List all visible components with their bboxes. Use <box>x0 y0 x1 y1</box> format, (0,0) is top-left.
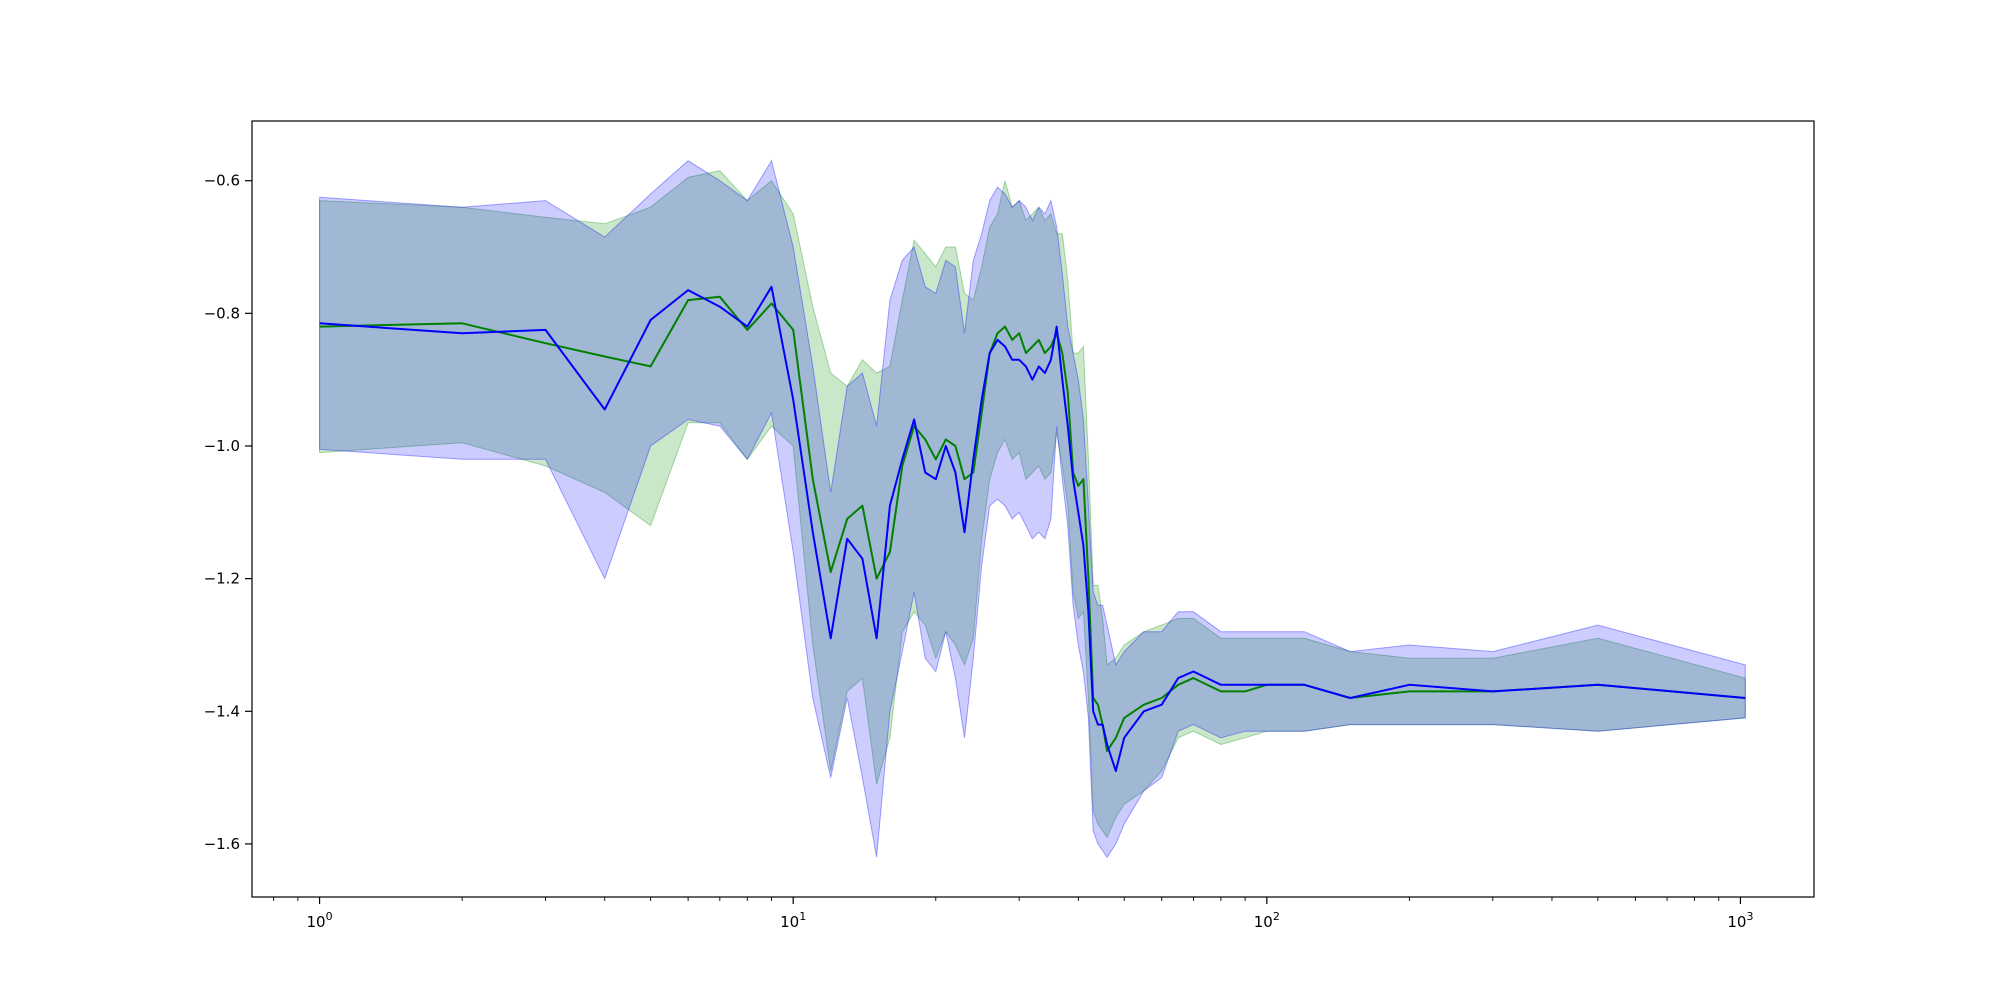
series-2-band <box>319 159 1746 859</box>
series-layer <box>319 159 1746 859</box>
x-tick-label: 101 <box>780 910 806 931</box>
y-tick-label: −1.4 <box>204 702 240 720</box>
y-tick-label: −0.6 <box>204 172 240 190</box>
x-tick-label: 100 <box>307 910 333 931</box>
x-axis: 100 101 102 103 <box>273 897 1753 931</box>
y-tick-label: −1.6 <box>204 835 240 853</box>
y-tick-label: −1.0 <box>204 437 240 455</box>
y-tick-label: −0.8 <box>204 304 240 322</box>
y-tick-label: −1.2 <box>204 570 240 588</box>
x-tick-label: 103 <box>1727 910 1753 931</box>
series-1-band <box>319 170 1746 839</box>
series-1-line <box>319 295 1746 753</box>
series-2-line <box>319 285 1746 772</box>
y-axis: −0.6 −0.8 −1.0 −1.2 −1.4 −1.6 <box>204 172 252 853</box>
x-tick-label: 102 <box>1254 910 1280 931</box>
plot-area-background <box>252 121 1814 897</box>
plot-area-frame <box>251 120 1815 898</box>
